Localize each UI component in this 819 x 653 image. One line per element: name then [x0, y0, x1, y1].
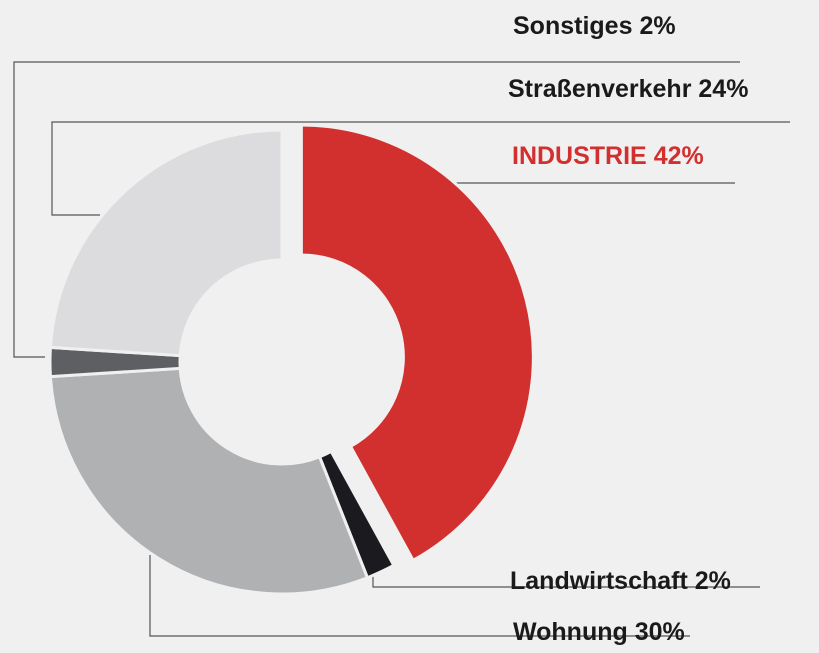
category-name: Landwirtschaft — [510, 567, 688, 595]
category-name: Sonstiges — [513, 12, 632, 40]
slice-label: Sonstiges 2% — [513, 12, 676, 40]
category-name: Wohnung — [513, 618, 628, 646]
leader-line — [51, 121, 790, 216]
separator — [632, 12, 639, 40]
value-label: 2% — [695, 567, 731, 595]
separator — [688, 567, 695, 595]
slice — [48, 128, 284, 358]
separator — [628, 618, 635, 646]
category-name: Straßenverkehr — [508, 75, 692, 103]
separator — [647, 142, 654, 170]
slice-label: Landwirtschaft 2% — [510, 567, 731, 595]
value-label: 30% — [635, 618, 685, 646]
value-label: 2% — [639, 12, 675, 40]
slice — [48, 366, 370, 596]
leader-line — [149, 555, 690, 637]
slice-label: INDUSTRIE 42% — [512, 142, 704, 170]
category-name: INDUSTRIE — [512, 142, 647, 170]
leader-line — [13, 61, 740, 358]
slice — [299, 123, 535, 563]
value-label: 24% — [698, 75, 748, 103]
value-label: 42% — [654, 142, 704, 170]
slice-label: Straßenverkehr 24% — [508, 75, 748, 103]
slice-label: Wohnung 30% — [513, 618, 685, 646]
separator — [691, 75, 698, 103]
